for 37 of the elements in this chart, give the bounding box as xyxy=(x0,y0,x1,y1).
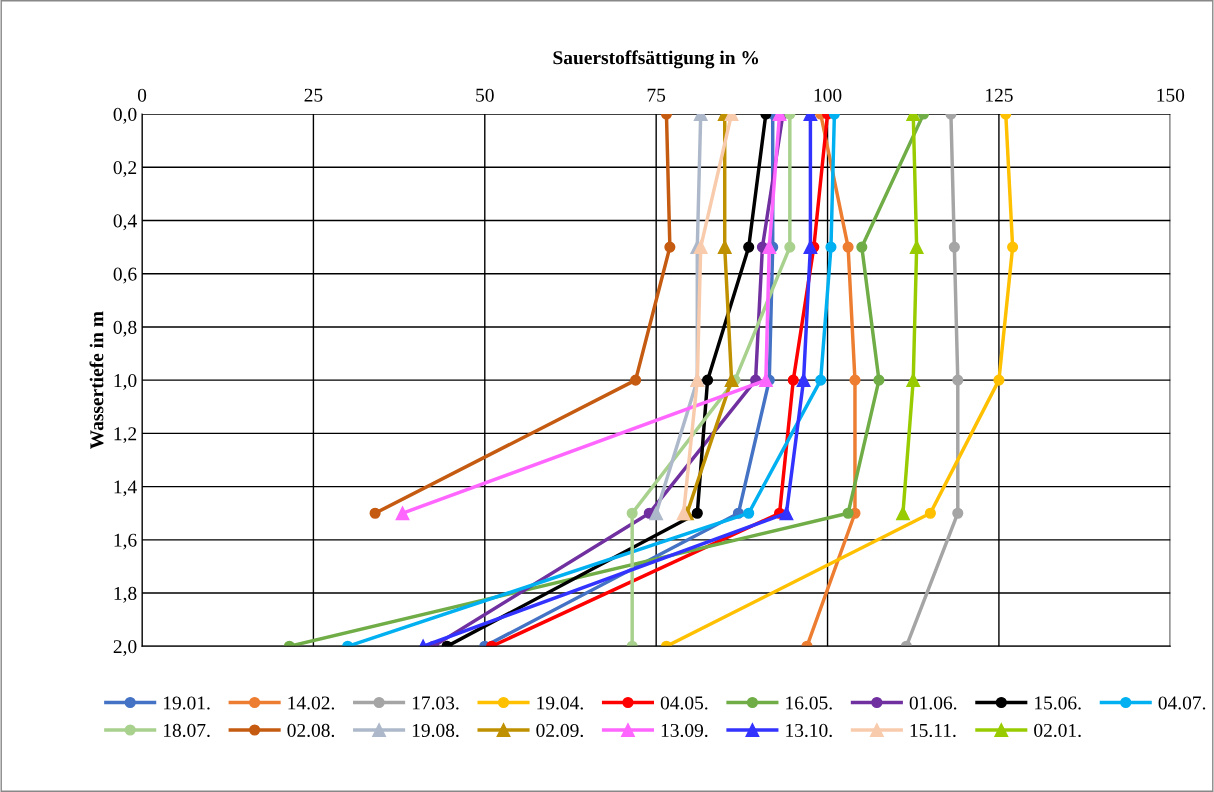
y-tick-label: 0,2 xyxy=(113,161,137,178)
y-tick-label: 1,2 xyxy=(114,427,137,444)
legend-label: 04.05. xyxy=(660,696,708,710)
legend-label: 19.04. xyxy=(537,696,583,710)
y-tick-label: 0,6 xyxy=(113,267,137,284)
y-tick-label: 1,4 xyxy=(114,480,137,497)
legend-label: 15.11. xyxy=(910,723,956,738)
legend-label: 13.10. xyxy=(786,723,832,738)
y-tick-label: 0,8 xyxy=(113,320,137,337)
y-tick-label: 0,0 xyxy=(113,107,137,124)
x-tick-label: 100 xyxy=(814,88,842,102)
x-tick-label: 50 xyxy=(476,88,494,102)
chart-title: Sauerstoffsättigung in % xyxy=(553,50,759,69)
y-tick-label: 0,4 xyxy=(113,214,137,231)
legend-label: 02.08. xyxy=(287,723,335,738)
legend-label: 15.06. xyxy=(1035,696,1081,710)
legend-label: 13.09. xyxy=(661,723,708,738)
legend-label: 18.07. xyxy=(163,723,210,738)
y-tick-label: 1,6 xyxy=(114,533,137,550)
x-tick-label: 75 xyxy=(647,88,666,102)
legend-label: 19.01. xyxy=(163,696,210,710)
y-tick-label: 1,8 xyxy=(114,586,137,603)
y-tick-label: 1,0 xyxy=(114,373,137,390)
x-tick-label: 25 xyxy=(304,88,323,102)
x-tick-label: 150 xyxy=(1157,88,1185,102)
y-axis-title: Wassertiefe in m xyxy=(89,311,104,450)
legend-label: 04.07. xyxy=(1158,696,1206,710)
y-tick-label: 2,0 xyxy=(113,640,137,657)
legend-label: 02.01. xyxy=(1034,723,1081,738)
x-tick-label: 0 xyxy=(137,88,147,102)
legend-label: 01.06. xyxy=(909,696,957,710)
legend-label: 17.03. xyxy=(412,696,459,710)
legend-label: 14.02. xyxy=(288,696,335,710)
legend-label: 02.09. xyxy=(536,723,583,738)
x-tick-label: 125 xyxy=(986,88,1013,102)
legend-label: 16.05. xyxy=(786,696,832,710)
legend-label: 19.08. xyxy=(412,723,459,738)
